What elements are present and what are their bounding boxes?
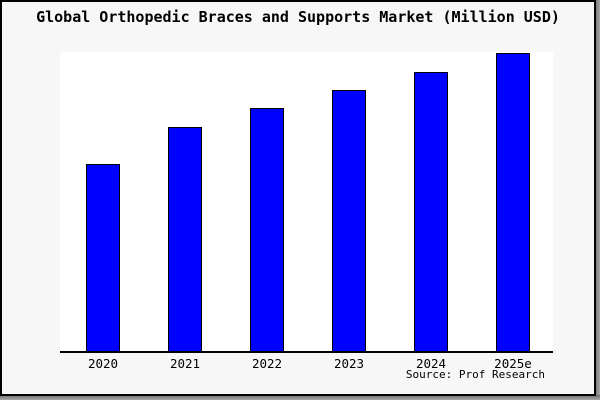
x-tick-label-2022: 2022 (251, 356, 283, 371)
bar-2025e (496, 53, 530, 351)
bar-2022 (250, 108, 284, 351)
x-tick-label-2024: 2024 (415, 356, 447, 371)
bar-2023 (332, 90, 366, 351)
x-tick-label-2023: 2023 (333, 356, 365, 371)
bar-2020 (86, 164, 120, 351)
bar-2024 (414, 72, 448, 351)
bar-2021 (168, 127, 202, 351)
frame-shadow-bottom (0, 395, 600, 400)
x-tick-label-2020: 2020 (87, 356, 119, 371)
plot-area (60, 52, 553, 353)
frame-shadow-right (595, 0, 600, 400)
source-caption: Source: Prof Research (405, 368, 545, 381)
x-tick-label-2025e: 2025e (494, 356, 532, 371)
chart-title: Global Orthopedic Braces and Supports Ma… (36, 8, 560, 26)
x-tick-label-2021: 2021 (169, 356, 201, 371)
